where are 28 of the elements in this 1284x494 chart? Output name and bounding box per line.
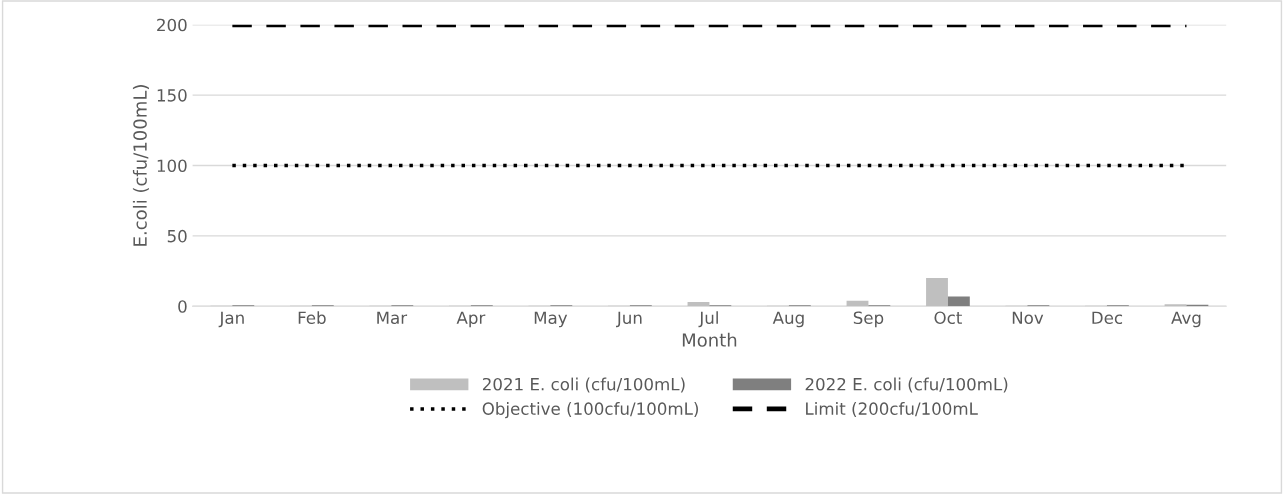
y-tick-label: 100: [157, 159, 187, 173]
bar: [687, 302, 710, 307]
x-tick-label: Feb: [298, 311, 326, 325]
x-tick-label: Apr: [456, 311, 486, 328]
x-tick-label: Oct: [934, 311, 962, 325]
bar: [1164, 304, 1187, 307]
x-tick-label: Nov: [1012, 311, 1044, 325]
y-tick-label: 0: [178, 300, 187, 313]
x-tick-label: Avg: [1171, 311, 1201, 328]
x-tick-label: Dec: [1092, 311, 1123, 325]
x-axis-title: Month: [682, 332, 737, 347]
legend-label: 2021 E. coli (cfu/100mL): [482, 377, 685, 393]
bar: [926, 278, 948, 307]
x-tick-label: Jun: [616, 311, 642, 328]
legend-label: 2022 E. coli (cfu/100mL): [805, 377, 1008, 393]
y-axis-title: E.coli (cfu/100mL): [132, 85, 149, 246]
bar: [947, 296, 970, 307]
y-tick-label: 150: [157, 89, 187, 102]
y-tick-label: 200: [157, 18, 187, 32]
x-tick-label: May: [534, 311, 568, 328]
x-tick-label: Jul: [698, 311, 718, 328]
x-tick-label: Aug: [772, 311, 804, 328]
x-tick-label: Sep: [853, 311, 884, 328]
legend-label: Objective (100cfu/100mL): [482, 402, 698, 419]
x-tick-label: Jan: [218, 311, 244, 328]
x-tick-label: Mar: [377, 311, 408, 325]
y-tick-label: 50: [167, 229, 187, 243]
legend-label: Limit (200cfu/100mL: [806, 402, 978, 417]
